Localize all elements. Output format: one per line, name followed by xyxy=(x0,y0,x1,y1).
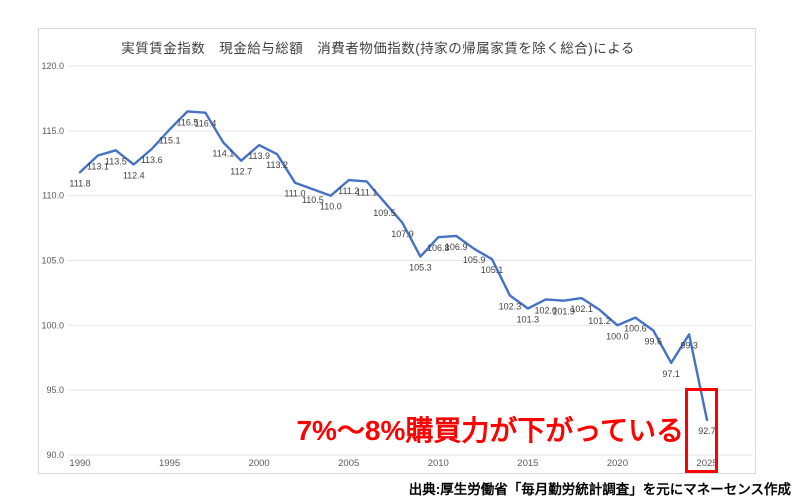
real-wage-series-line xyxy=(78,110,709,422)
y-axis-tick-label: 90.0 xyxy=(46,450,64,460)
highlight-box-2025 xyxy=(685,388,718,473)
data-point-label: 113.6 xyxy=(141,155,163,165)
data-point-label: 106.8 xyxy=(427,243,450,253)
source-credit: 出典:厚生労働省「毎月勤労統計調査」を元にマネーセンス作成 xyxy=(408,482,791,497)
data-point-label: 116.5 xyxy=(177,117,199,127)
x-axis-tick-label: 2015 xyxy=(517,458,538,469)
y-axis-tick-label: 115.0 xyxy=(42,126,64,136)
data-point-label: 111.0 xyxy=(284,189,305,199)
x-axis-tick-label: 1990 xyxy=(69,458,90,469)
y-axis-tick-label: 100.0 xyxy=(41,320,64,330)
data-point-label: 106.9 xyxy=(445,242,468,252)
x-axis-tick-label: 2005 xyxy=(338,458,359,469)
data-point-label: 105.1 xyxy=(481,265,504,275)
data-point-label: 116.4 xyxy=(194,119,216,129)
data-point-label: 102.0 xyxy=(535,305,558,315)
chart-title: 実質賃金指数 現金給与総額 消費者物価指数(持家の帰属家賃を除く総合)による xyxy=(121,41,635,56)
data-point-label: 112.4 xyxy=(123,171,145,181)
data-point-label: 92.7 xyxy=(698,426,716,436)
data-point-label: 105.9 xyxy=(463,255,486,265)
data-point-label: 100.6 xyxy=(624,324,647,334)
data-point-label: 101.2 xyxy=(588,316,611,326)
data-point-label: 110.5 xyxy=(302,195,324,205)
data-point-label: 100.0 xyxy=(606,331,629,341)
data-point-label: 97.1 xyxy=(662,369,680,379)
data-point-label: 114.1 xyxy=(212,149,234,159)
data-point-label: 107.9 xyxy=(391,229,414,239)
y-axis-tick-label: 95.0 xyxy=(46,385,64,395)
data-point-label: 113.2 xyxy=(266,160,288,170)
x-axis-tick-label: 2000 xyxy=(249,458,270,469)
annotation-text: 7%〜8%購買力が下がっている xyxy=(296,415,684,446)
chart-panel xyxy=(38,28,756,474)
data-point-label: 115.1 xyxy=(159,136,181,146)
data-point-label: 105.3 xyxy=(409,263,432,273)
data-point-label: 102.1 xyxy=(570,304,593,314)
data-point-label: 109.5 xyxy=(373,208,396,218)
data-point-label: 112.7 xyxy=(230,167,252,177)
data-point-label: 101.9 xyxy=(552,307,575,317)
x-axis-tick-label: 2025 xyxy=(696,458,717,469)
y-axis-tick-label: 110.0 xyxy=(42,191,64,201)
data-point-label: 102.3 xyxy=(499,302,522,312)
x-axis-tick-label: 2010 xyxy=(428,458,449,469)
data-point-label: 113.9 xyxy=(248,151,270,161)
y-axis-tick-label: 120.0 xyxy=(41,61,64,71)
data-point-label: 113.5 xyxy=(105,156,127,166)
data-point-label: 113.1 xyxy=(87,161,109,171)
y-axis-tick-label: 105.0 xyxy=(41,256,64,266)
data-point-label: 111.1 xyxy=(356,187,377,197)
data-point-label: 111.8 xyxy=(69,178,90,188)
data-point-label: 110.0 xyxy=(320,202,342,212)
data-point-label: 101.3 xyxy=(517,314,540,324)
x-axis-tick-label: 1995 xyxy=(159,458,180,469)
data-point-label: 99.6 xyxy=(644,337,662,347)
x-axis-tick-label: 2020 xyxy=(607,458,628,469)
data-point-label: 99.3 xyxy=(680,340,698,350)
data-point-label: 111.2 xyxy=(338,186,359,196)
